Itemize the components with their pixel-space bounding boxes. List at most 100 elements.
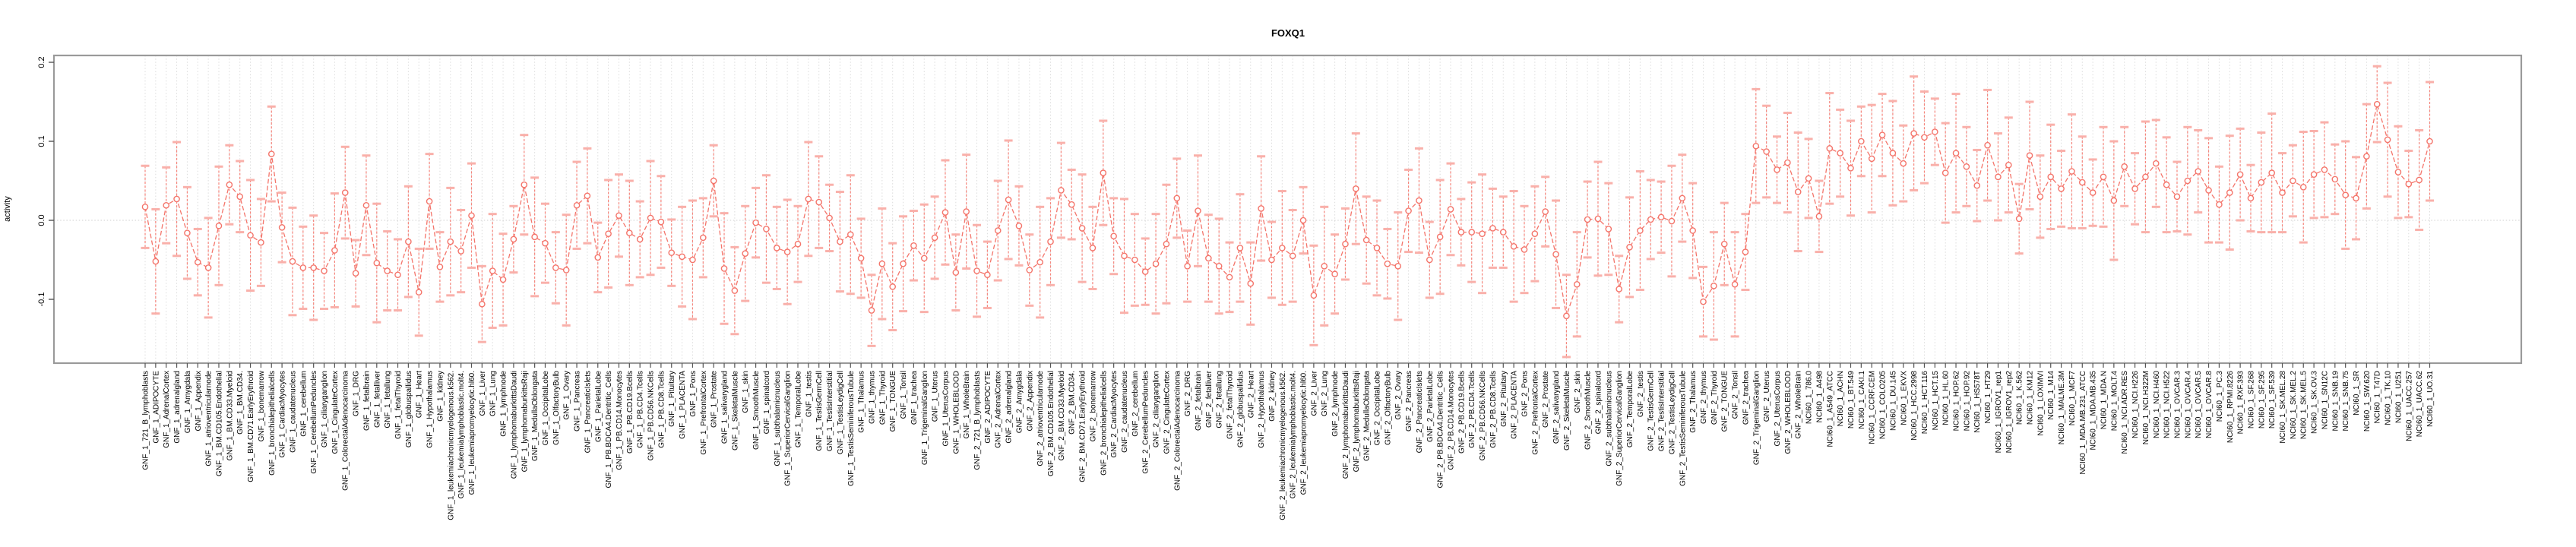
data-point: [1531, 230, 1539, 237]
x-tick-label: GNF_1_PB.CD19.Bcells: [626, 371, 635, 454]
data-point: [1489, 225, 1496, 232]
x-tick-label: NCI60_1_IGROV1_rep2: [2005, 371, 2014, 454]
data-point: [405, 238, 412, 245]
x-tick-label: GNF_2_ParietalLobe: [1426, 371, 1435, 442]
data-point: [1353, 185, 1359, 192]
x-tick-label: NCI60_1_MDA.MB.231_ATCC: [2079, 371, 2087, 475]
x-tick-label: NCI60_1_COLO205: [1879, 371, 1888, 439]
x-tick-label: GNF_1_OccipitalLobe: [542, 371, 550, 446]
x-tick-label: NCI60_1_UACC.257: [2405, 371, 2413, 441]
data-point: [2310, 171, 2318, 178]
x-tick-label: GNF_2_fetallung: [1216, 371, 1224, 428]
data-point: [489, 267, 496, 274]
data-point: [826, 214, 833, 222]
x-tick-label: NCI60_1_RXF.393: [2237, 371, 2245, 435]
x-tick-label: GNF_2_Liver: [1310, 370, 1318, 416]
data-point: [2121, 163, 2128, 170]
data-point: [984, 271, 991, 279]
data-point: [1700, 298, 1707, 305]
data-point: [2373, 100, 2381, 108]
x-tick-label: GNF_2_CardiacMyocytes: [1110, 371, 1119, 457]
y-tick-label: 0.2: [37, 56, 46, 68]
data-point: [1468, 229, 1476, 236]
data-point: [2279, 189, 2286, 196]
x-tick-label: NCI60_1_SK.MEL.28: [2279, 371, 2287, 444]
x-tick-label: GNF_2_PB.CD56.NKCells: [1479, 371, 1487, 460]
data-point: [2078, 179, 2086, 186]
x-tick-label: NCI60_1_PC.3: [2216, 371, 2224, 422]
x-tick-label: NCI60_1_BT.549: [1847, 371, 1856, 429]
data-point: [2152, 160, 2160, 167]
x-tick-label: GNF_2_PB.BDCA4.Dentritic_Cells: [1437, 371, 1445, 489]
data-point: [562, 267, 570, 274]
data-point: [1689, 227, 1696, 234]
x-tick-label: GNF_2_leukemiapromyelocytic.hl60.: [1300, 371, 1309, 495]
data-point: [2216, 201, 2223, 208]
data-point: [1499, 229, 1507, 236]
x-tick-label: NCI60_1_M14: [2047, 371, 2055, 420]
data-point: [1373, 245, 1381, 251]
data-point: [299, 264, 307, 271]
data-point: [1331, 270, 1338, 278]
x-tick-label: GNF_2_PrefrontalCortex: [1531, 371, 1540, 455]
data-point: [521, 181, 528, 188]
data-point: [689, 256, 696, 264]
data-point: [668, 249, 676, 256]
data-point: [815, 198, 823, 206]
x-tick-label: NCI60_1_SK.OV.3: [2311, 371, 2319, 434]
data-point: [2047, 173, 2055, 181]
data-layer: [141, 65, 2434, 359]
x-tick-label: NCI60_1_SF.295: [2258, 371, 2266, 429]
data-point: [837, 238, 843, 245]
x-tick-label: GNF_2_PB.CD14.Monocytes: [1448, 371, 1456, 470]
data-point: [1521, 246, 1528, 253]
x-tick-label: GNF_2_PB.CD19.Bcells: [1457, 371, 1466, 454]
data-point: [594, 254, 602, 261]
data-point: [626, 229, 633, 236]
x-tick-label: GNF_2_kidney: [1268, 371, 1277, 422]
x-tick-label: GNF_2_thymus: [1700, 371, 1708, 424]
x-tick-label: GNF_1_PLACENTA: [679, 371, 687, 439]
x-tick-label: GNF_2_TestisSeminiferousTubule: [1679, 371, 1687, 486]
x-tick-label: NCI60_1_786.0: [1805, 371, 1814, 424]
x-tick-label: GNF_2_Tonsil: [1732, 371, 1740, 419]
data-point: [731, 287, 739, 294]
x-tick-label: NCI60_1_MDA.MB.435: [2090, 371, 2098, 451]
data-point: [184, 229, 191, 236]
x-tick-label: GNF_1_AdrenalCortex: [163, 371, 171, 448]
data-point: [2195, 168, 2201, 175]
data-point: [1362, 236, 1370, 244]
x-tick-label: GNF_2_salivarygland: [1552, 371, 1561, 444]
x-tick-label: GNF_1_PancreaticIslets: [584, 371, 592, 453]
x-tick-label: GNF_1_ciliaryganglion: [321, 371, 329, 447]
data-point: [1405, 207, 1412, 214]
data-point: [2405, 180, 2413, 188]
data-point: [141, 204, 149, 210]
x-tick-label: GNF_1_Appendix: [195, 371, 203, 432]
data-point: [1205, 255, 1212, 262]
data-point: [1657, 213, 1665, 221]
x-tick-label: GNF_1_thymus: [868, 371, 876, 424]
data-point: [1195, 207, 1201, 214]
data-point: [341, 189, 349, 196]
data-point: [1310, 292, 1318, 299]
x-tick-label: GNF_2_leukemiachronicmyelogenous.k562.: [1279, 371, 1287, 520]
data-point: [1900, 160, 1907, 167]
x-tick-label: NCI60_1_SNB.19: [2331, 371, 2340, 432]
x-tick-label: GNF_2_bronchialepithelialcells: [1100, 371, 1108, 476]
x-tick-label: GNF_2_Ovary: [1394, 371, 1403, 419]
x-tick-label: NCI60_1_U251: [2394, 371, 2403, 423]
data-point: [258, 239, 264, 246]
x-tick-label: GNF_1_adrenalgland: [173, 371, 182, 444]
x-tick-label: NCI60_1_MCF7: [2068, 371, 2077, 426]
x-tick-label: GNF_1_Thyroid: [878, 371, 887, 425]
x-tick-label: GNF_2_BM.CD33.Myeloid: [1058, 371, 1066, 460]
x-tick-label: NCI60_1_K.562: [2016, 371, 2024, 425]
x-tick-label: GNF_1_leukemiachronicmyelogenous.k562.: [447, 371, 455, 520]
x-tick-label: GNF_1_TestisInterstitial: [826, 371, 834, 451]
data-point: [1837, 150, 1843, 157]
data-point: [2258, 179, 2265, 186]
x-tick-label: GNF_2_adrenalgland: [1005, 371, 1014, 444]
x-tick-label: NCI60_1_OVCAR.8: [2205, 371, 2214, 438]
